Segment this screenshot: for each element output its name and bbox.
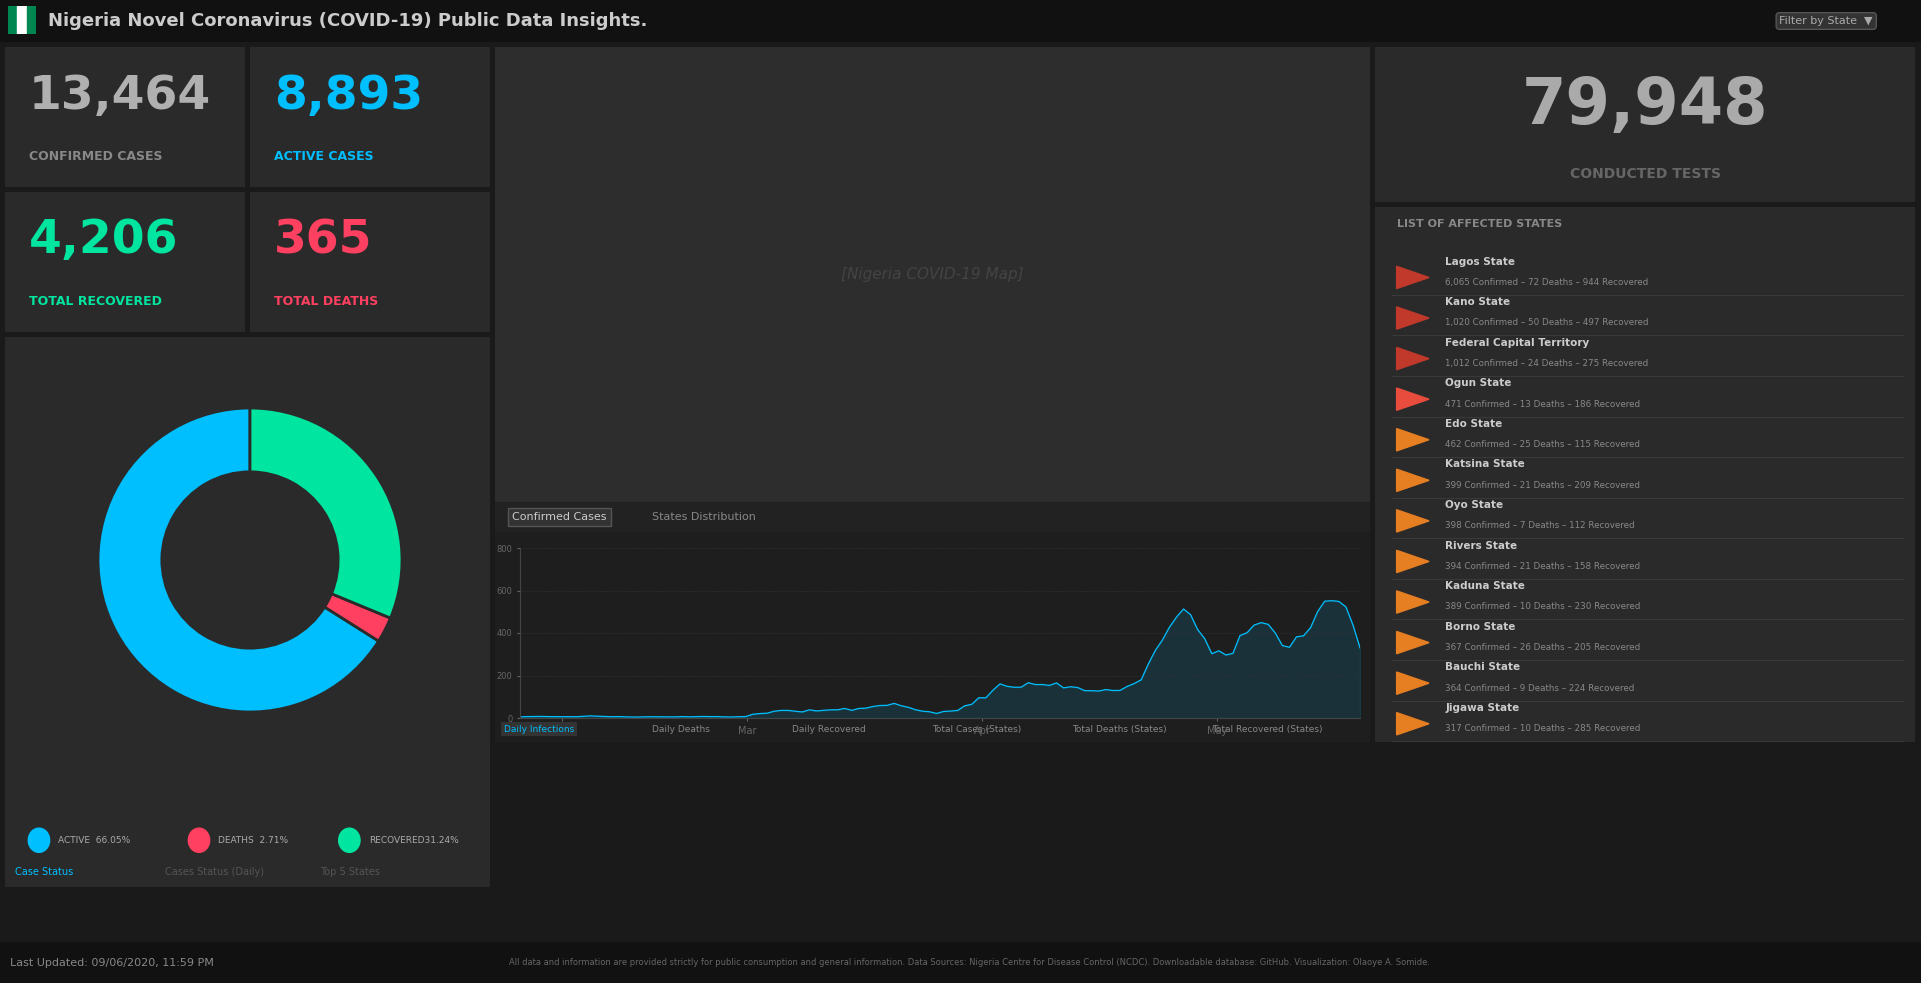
Text: 394 Confirmed – 21 Deaths – 158 Recovered: 394 Confirmed – 21 Deaths – 158 Recovere… (1445, 562, 1641, 571)
Text: 13,464: 13,464 (29, 74, 211, 119)
Text: CONDUCTED TESTS: CONDUCTED TESTS (1569, 167, 1721, 181)
Text: Oyo State: Oyo State (1445, 500, 1504, 510)
Text: Rivers State: Rivers State (1445, 541, 1518, 550)
Text: 365: 365 (275, 218, 373, 263)
Circle shape (188, 828, 209, 852)
Text: 1,020 Confirmed – 50 Deaths – 497 Recovered: 1,020 Confirmed – 50 Deaths – 497 Recove… (1445, 318, 1648, 327)
Text: DEATHS  2.71%: DEATHS 2.71% (219, 836, 288, 844)
Bar (27, 6, 36, 34)
Text: Total Deaths (States): Total Deaths (States) (1072, 724, 1168, 733)
Text: 317 Confirmed – 10 Deaths – 285 Recovered: 317 Confirmed – 10 Deaths – 285 Recovere… (1445, 724, 1641, 733)
Text: 79,948: 79,948 (1521, 75, 1769, 137)
Polygon shape (1397, 510, 1429, 532)
Text: Total Recovered (States): Total Recovered (States) (1212, 724, 1324, 733)
Text: Daily Recovered: Daily Recovered (793, 724, 866, 733)
Text: Jigawa State: Jigawa State (1445, 703, 1520, 713)
Polygon shape (1397, 672, 1429, 694)
Polygon shape (1397, 550, 1429, 573)
Polygon shape (1397, 631, 1429, 654)
Text: 364 Confirmed – 9 Deaths – 224 Recovered: 364 Confirmed – 9 Deaths – 224 Recovered (1445, 683, 1635, 692)
Text: Federal Capital Territory: Federal Capital Territory (1445, 337, 1589, 348)
Text: Ogun State: Ogun State (1445, 378, 1512, 388)
Text: All data and information are provided strictly for public consumption and genera: All data and information are provided st… (509, 958, 1431, 967)
Text: Katsina State: Katsina State (1445, 459, 1525, 469)
Text: TOTAL RECOVERED: TOTAL RECOVERED (29, 295, 161, 308)
Polygon shape (1397, 429, 1429, 451)
Text: RECOVERED31.24%: RECOVERED31.24% (369, 836, 459, 844)
Text: Last Updated: 09/06/2020, 11:59 PM: Last Updated: 09/06/2020, 11:59 PM (10, 957, 213, 967)
Text: Kaduna State: Kaduna State (1445, 581, 1525, 591)
Polygon shape (1397, 307, 1429, 329)
Polygon shape (1397, 469, 1429, 492)
Bar (17, 6, 27, 34)
Text: 462 Confirmed – 25 Deaths – 115 Recovered: 462 Confirmed – 25 Deaths – 115 Recovere… (1445, 440, 1641, 449)
Wedge shape (325, 594, 390, 641)
Text: Edo State: Edo State (1445, 419, 1502, 429)
Polygon shape (1397, 388, 1429, 410)
Text: 1,012 Confirmed – 24 Deaths – 275 Recovered: 1,012 Confirmed – 24 Deaths – 275 Recove… (1445, 359, 1648, 368)
Text: Daily Deaths: Daily Deaths (653, 724, 711, 733)
Wedge shape (98, 408, 378, 712)
Polygon shape (1397, 347, 1429, 370)
Text: Filter by State  ▼: Filter by State ▼ (1779, 16, 1873, 26)
Text: 367 Confirmed – 26 Deaths – 205 Recovered: 367 Confirmed – 26 Deaths – 205 Recovere… (1445, 643, 1641, 652)
Text: TOTAL DEATHS: TOTAL DEATHS (275, 295, 378, 308)
Text: ACTIVE CASES: ACTIVE CASES (275, 149, 373, 163)
Text: Nigeria Novel Coronavirus (COVID-19) Public Data Insights.: Nigeria Novel Coronavirus (COVID-19) Pub… (48, 12, 647, 30)
Text: 471 Confirmed – 13 Deaths – 186 Recovered: 471 Confirmed – 13 Deaths – 186 Recovere… (1445, 399, 1641, 409)
Polygon shape (1397, 591, 1429, 613)
Text: CONFIRMED CASES: CONFIRMED CASES (29, 149, 163, 163)
Wedge shape (250, 408, 401, 618)
Text: ACTIVE  66.05%: ACTIVE 66.05% (58, 836, 131, 844)
Text: Total Cases (States): Total Cases (States) (932, 724, 1022, 733)
Text: 398 Confirmed – 7 Deaths – 112 Recovered: 398 Confirmed – 7 Deaths – 112 Recovered (1445, 521, 1635, 530)
Text: 4,206: 4,206 (29, 218, 179, 263)
Text: Cases Status (Daily): Cases Status (Daily) (165, 867, 263, 877)
Text: Bauchi State: Bauchi State (1445, 663, 1520, 672)
Text: 389 Confirmed – 10 Deaths – 230 Recovered: 389 Confirmed – 10 Deaths – 230 Recovere… (1445, 603, 1641, 611)
Text: 6,065 Confirmed – 72 Deaths – 944 Recovered: 6,065 Confirmed – 72 Deaths – 944 Recove… (1445, 278, 1648, 287)
Circle shape (29, 828, 50, 852)
Text: Top 5 States: Top 5 States (321, 867, 380, 877)
Text: Borno State: Borno State (1445, 621, 1516, 632)
Text: Case Status: Case Status (15, 867, 73, 877)
Text: 8,893: 8,893 (275, 74, 423, 119)
Polygon shape (1397, 266, 1429, 289)
Text: States Distribution: States Distribution (653, 512, 757, 522)
Circle shape (338, 828, 359, 852)
Text: Confirmed Cases: Confirmed Cases (513, 512, 607, 522)
Text: Lagos State: Lagos State (1445, 257, 1516, 266)
Text: [Nigeria COVID-19 Map]: [Nigeria COVID-19 Map] (841, 267, 1024, 282)
Text: Daily Infections: Daily Infections (503, 724, 574, 733)
Bar (8, 6, 17, 34)
Text: Kano State: Kano State (1445, 297, 1510, 307)
Text: 399 Confirmed – 21 Deaths – 209 Recovered: 399 Confirmed – 21 Deaths – 209 Recovere… (1445, 481, 1641, 490)
Polygon shape (1397, 713, 1429, 735)
Text: LIST OF AFFECTED STATES: LIST OF AFFECTED STATES (1397, 219, 1562, 229)
